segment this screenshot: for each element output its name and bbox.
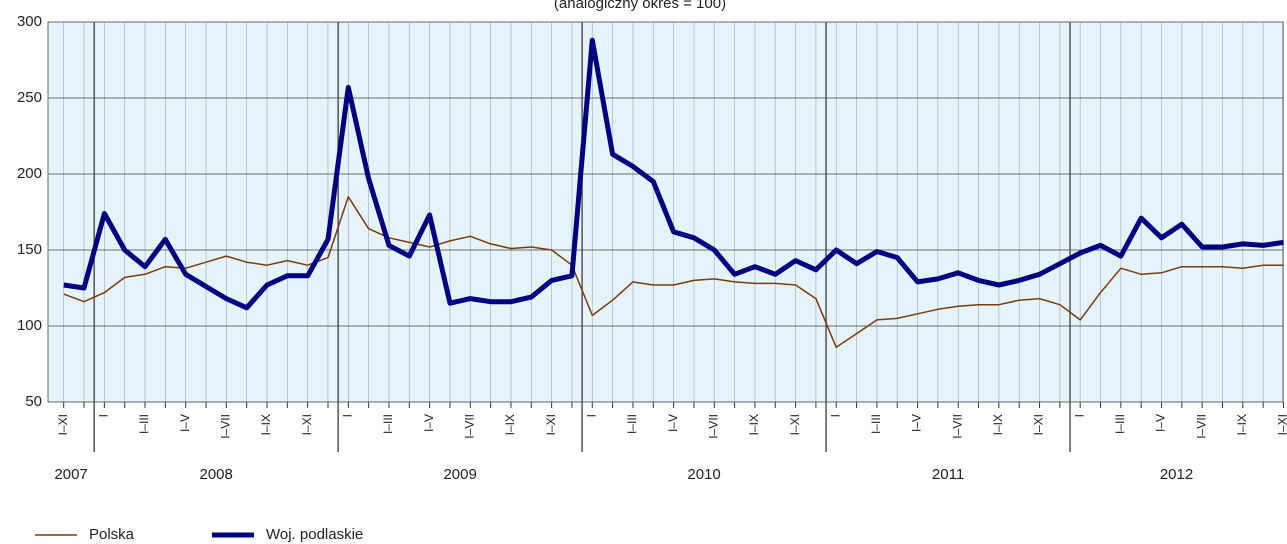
x-tick-label: I <box>340 414 354 417</box>
x-tick-label: I–XI <box>1276 414 1287 435</box>
x-tick-label: I–VII <box>950 414 964 439</box>
y-tick-label: 250 <box>17 89 42 106</box>
chart-subtitle: (analogiczny okres = 100) <box>554 0 726 12</box>
y-tick-label: 300 <box>17 13 42 30</box>
x-tick-label: I–IX <box>259 414 273 435</box>
x-tick-label: I–V <box>666 414 680 432</box>
x-tick-label: I–III <box>625 414 639 434</box>
x-tick-label: I–V <box>178 414 192 432</box>
legend-label: Woj. podlaskie <box>266 526 363 543</box>
x-tick-label: I–XI <box>788 414 802 435</box>
year-label: 2011 <box>932 466 964 483</box>
year-label: 2009 <box>443 466 476 483</box>
x-tick-label: I–III <box>869 414 883 434</box>
y-tick-label: 50 <box>25 393 42 410</box>
x-tick-label: I–VII <box>706 414 720 439</box>
year-label: 2008 <box>199 466 232 483</box>
x-tick-label: I <box>584 414 598 417</box>
x-tick-label: I–V <box>1154 414 1168 432</box>
year-label: 2007 <box>54 466 87 483</box>
x-tick-label: I–XI <box>300 414 314 435</box>
x-tick-label: I <box>1072 414 1086 417</box>
y-tick-label: 100 <box>17 317 42 334</box>
x-tick-label: I–III <box>1113 414 1127 434</box>
x-tick-label: I–V <box>910 414 924 432</box>
x-tick-label: I–XI <box>1032 414 1046 435</box>
x-tick-label: I–XI <box>56 414 70 435</box>
x-tick-label: I–IX <box>747 414 761 435</box>
x-tick-label: I–IX <box>503 414 517 435</box>
x-tick-label: I–V <box>422 414 436 432</box>
x-tick-label: I <box>97 414 111 417</box>
x-tick-label: I <box>828 414 842 417</box>
legend-label: Polska <box>89 526 135 543</box>
x-tick-label: I–VII <box>219 414 233 439</box>
y-tick-label: 200 <box>17 165 42 182</box>
x-tick-label: I–VII <box>1194 414 1208 439</box>
x-tick-label: I–IX <box>1235 414 1249 435</box>
x-tick-label: I–III <box>137 414 151 434</box>
plot-frame <box>47 21 1284 403</box>
year-label: 2010 <box>687 466 720 483</box>
x-tick-label: I–XI <box>544 414 558 435</box>
x-tick-label: I–IX <box>991 414 1005 435</box>
x-tick-label: I–VII <box>462 414 476 439</box>
x-tick-label: I–III <box>381 414 395 434</box>
year-label: 2012 <box>1160 466 1193 483</box>
series-line <box>63 196 1284 349</box>
y-tick-label: 150 <box>17 241 42 258</box>
series-line <box>63 37 1284 311</box>
